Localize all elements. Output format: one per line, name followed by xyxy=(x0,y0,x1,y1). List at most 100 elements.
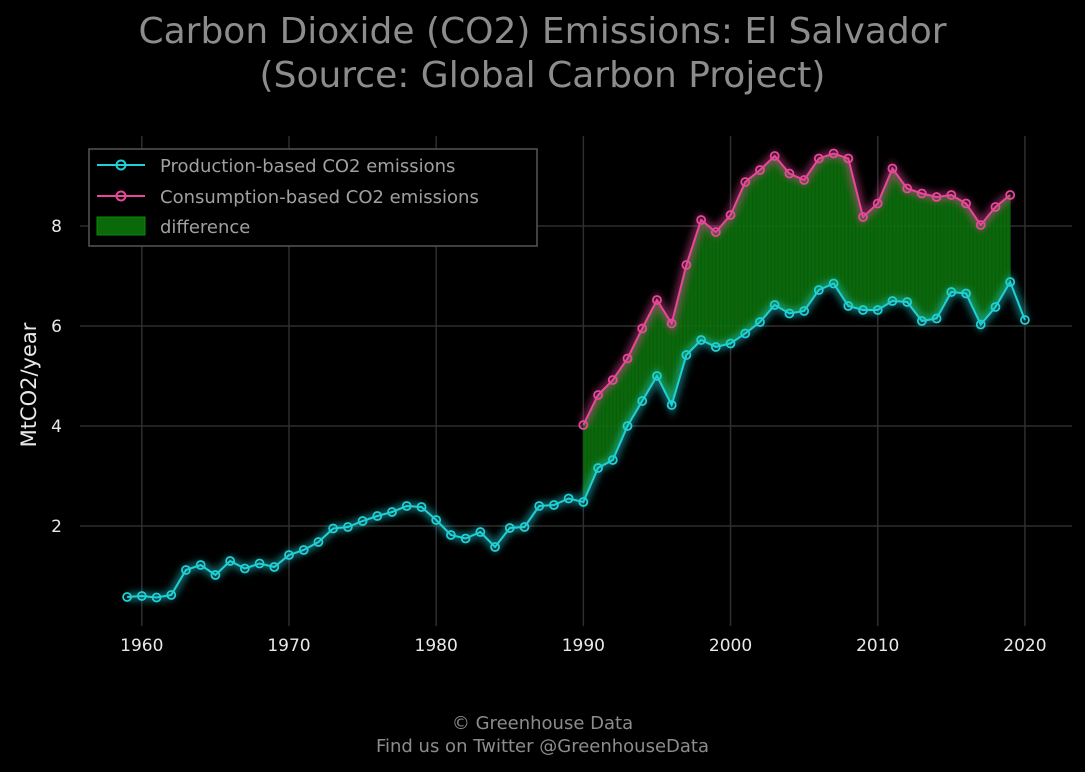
production-point-2013 xyxy=(916,316,927,326)
y-axis-label: MtCO2/year xyxy=(17,322,41,447)
production-point-1977 xyxy=(387,507,397,517)
consumption-point-2011 xyxy=(887,163,898,174)
production-point-1978 xyxy=(401,501,412,511)
production-point-1988 xyxy=(549,500,559,510)
y-tick-label-4: 4 xyxy=(51,417,62,437)
production-point-1969 xyxy=(269,562,280,572)
production-point-2010 xyxy=(872,305,883,315)
legend-consumption-marker xyxy=(115,190,127,202)
consumption-point-2000 xyxy=(725,210,736,220)
consumption-point-1999 xyxy=(710,227,721,237)
twitter-text: Find us on Twitter @GreenhouseData xyxy=(375,736,710,757)
production-point-1990 xyxy=(578,497,589,507)
production-point-1967 xyxy=(239,563,250,574)
consumption-point-1993 xyxy=(622,353,633,364)
production-point-1961 xyxy=(151,592,162,603)
production-point-1997 xyxy=(681,350,692,360)
production-point-2000 xyxy=(725,338,736,349)
production-point-1989 xyxy=(563,493,574,504)
production-point-2001 xyxy=(740,328,751,339)
consumption-point-2008 xyxy=(843,153,854,164)
consumption-point-2018 xyxy=(990,202,1001,212)
copyright-text: © Greenhouse Data xyxy=(451,713,634,734)
production-point-1976 xyxy=(372,511,383,521)
consumption-point-2003 xyxy=(769,151,780,161)
production-point-2020 xyxy=(1020,315,1030,325)
series-layer xyxy=(122,148,1030,603)
production-point-2003 xyxy=(769,300,780,310)
production-point-1984 xyxy=(490,542,500,552)
consumption-point-2005 xyxy=(799,175,810,185)
consumption-point-2014 xyxy=(931,192,942,202)
consumption-point-1997 xyxy=(681,260,692,270)
production-point-1998 xyxy=(696,335,707,345)
production-point-2012 xyxy=(902,297,913,307)
production-point-2005 xyxy=(799,306,810,316)
production-point-1968 xyxy=(254,558,265,569)
production-point-2007 xyxy=(828,278,839,289)
production-point-2017 xyxy=(975,319,986,330)
x-tick-label-1960: 1960 xyxy=(120,636,163,656)
consumption-line xyxy=(582,152,1011,426)
consumption-point-2009 xyxy=(858,212,868,222)
production-point-1970 xyxy=(284,550,294,560)
y-tick-label-6: 6 xyxy=(51,317,62,337)
consumption-point-1994 xyxy=(637,323,648,334)
legend: Production-based CO2 emissions Consumpti… xyxy=(88,148,538,247)
credits: © Greenhouse Data Find us on Twitter @Gr… xyxy=(0,712,1085,758)
chart-svg: 1960 1970 1980 1990 2000 2010 2020 2 4 6 8 MtCO2/y… xyxy=(17,136,1072,656)
x-tick-label-2020: 2020 xyxy=(1003,636,1046,656)
production-line xyxy=(127,279,1026,599)
axes: 1960 1970 1980 1990 2000 2010 2020 2 4 6 8 xyxy=(51,217,1046,656)
legend-difference-label: difference xyxy=(160,217,250,238)
legend-difference-swatch xyxy=(96,216,146,236)
production-point-2014 xyxy=(931,313,942,324)
legend-production-label: Production-based CO2 emissions xyxy=(160,156,455,177)
production-point-1999 xyxy=(710,342,721,352)
production-point-1975 xyxy=(357,516,368,526)
production-point-2004 xyxy=(784,308,795,319)
production-point-1966 xyxy=(225,556,236,566)
production-point-1972 xyxy=(313,537,324,547)
production-point-1995 xyxy=(652,371,662,381)
production-point-1992 xyxy=(607,455,618,465)
x-tick-label-1970: 1970 xyxy=(267,636,310,656)
consumption-point-2015 xyxy=(946,190,957,200)
consumption-point-2001 xyxy=(740,177,751,187)
consumption-point-1991 xyxy=(593,390,603,400)
x-tick-label-2000: 2000 xyxy=(709,636,752,656)
consumption-point-2002 xyxy=(755,165,765,175)
production-point-1979 xyxy=(416,502,427,512)
production-point-1982 xyxy=(460,533,471,544)
production-point-1965 xyxy=(210,570,221,580)
x-tick-label-2010: 2010 xyxy=(856,636,899,656)
consumption-point-2017 xyxy=(975,220,986,230)
consumption-point-2019 xyxy=(1005,190,1016,200)
production-point-2019 xyxy=(1005,277,1016,287)
production-point-1959 xyxy=(122,592,132,602)
production-point-1981 xyxy=(445,530,456,540)
x-tick-label-1990: 1990 xyxy=(562,636,605,656)
chart-title: Carbon Dioxide (CO2) Emissions: El Salva… xyxy=(0,10,1085,98)
production-point-1971 xyxy=(298,545,309,555)
consumption-point-2012 xyxy=(902,183,913,194)
production-point-1986 xyxy=(519,522,530,532)
production-point-1964 xyxy=(195,560,206,570)
y-tick-label-8: 8 xyxy=(51,217,62,237)
production-point-2011 xyxy=(887,296,898,306)
production-point-1974 xyxy=(342,522,353,532)
production-point-1962 xyxy=(166,590,177,600)
legend-production-marker xyxy=(115,159,127,171)
chart-title-line1: Carbon Dioxide (CO2) Emissions: El Salva… xyxy=(138,11,947,52)
production-point-1993 xyxy=(622,421,633,431)
production-point-1987 xyxy=(534,501,545,511)
production-point-1963 xyxy=(181,565,191,575)
production-point-2006 xyxy=(813,285,824,295)
production-point-2015 xyxy=(946,287,957,297)
production-point-1996 xyxy=(666,400,677,410)
production-point-1994 xyxy=(637,396,648,406)
consumption-point-1998 xyxy=(696,215,707,225)
consumption-point-2006 xyxy=(813,153,824,164)
consumption-point-1992 xyxy=(607,375,618,385)
production-point-1983 xyxy=(475,527,486,537)
